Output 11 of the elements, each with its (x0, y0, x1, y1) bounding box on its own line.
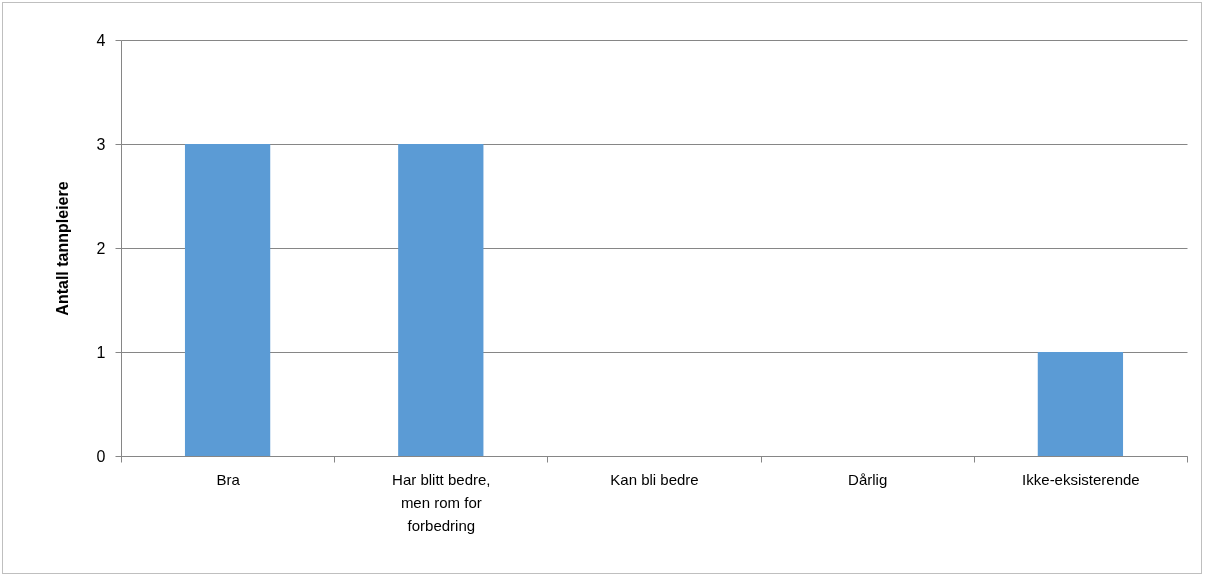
x-tick-label: Kan bli bedre (610, 470, 699, 488)
y-tick-label: 3 (96, 135, 106, 153)
y-tick-label: 0 (96, 447, 106, 465)
x-tick-label: Dårlig (848, 470, 888, 488)
x-tick-label: Har blitt bedre, men rom for forbedring (392, 470, 491, 534)
y-tick-label: 4 (96, 31, 106, 49)
y-axis-title: Antall tannpleiere (53, 181, 71, 316)
x-tick-label: Bra (216, 470, 241, 488)
y-tick-label: 1 (96, 343, 106, 361)
x-tick-label: Ikke-eksisterende (1022, 470, 1140, 488)
y-tick-label: 2 (96, 239, 106, 257)
